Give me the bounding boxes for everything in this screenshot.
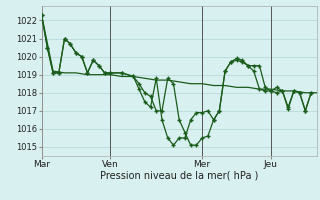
X-axis label: Pression niveau de la mer( hPa ): Pression niveau de la mer( hPa ) <box>100 171 258 181</box>
